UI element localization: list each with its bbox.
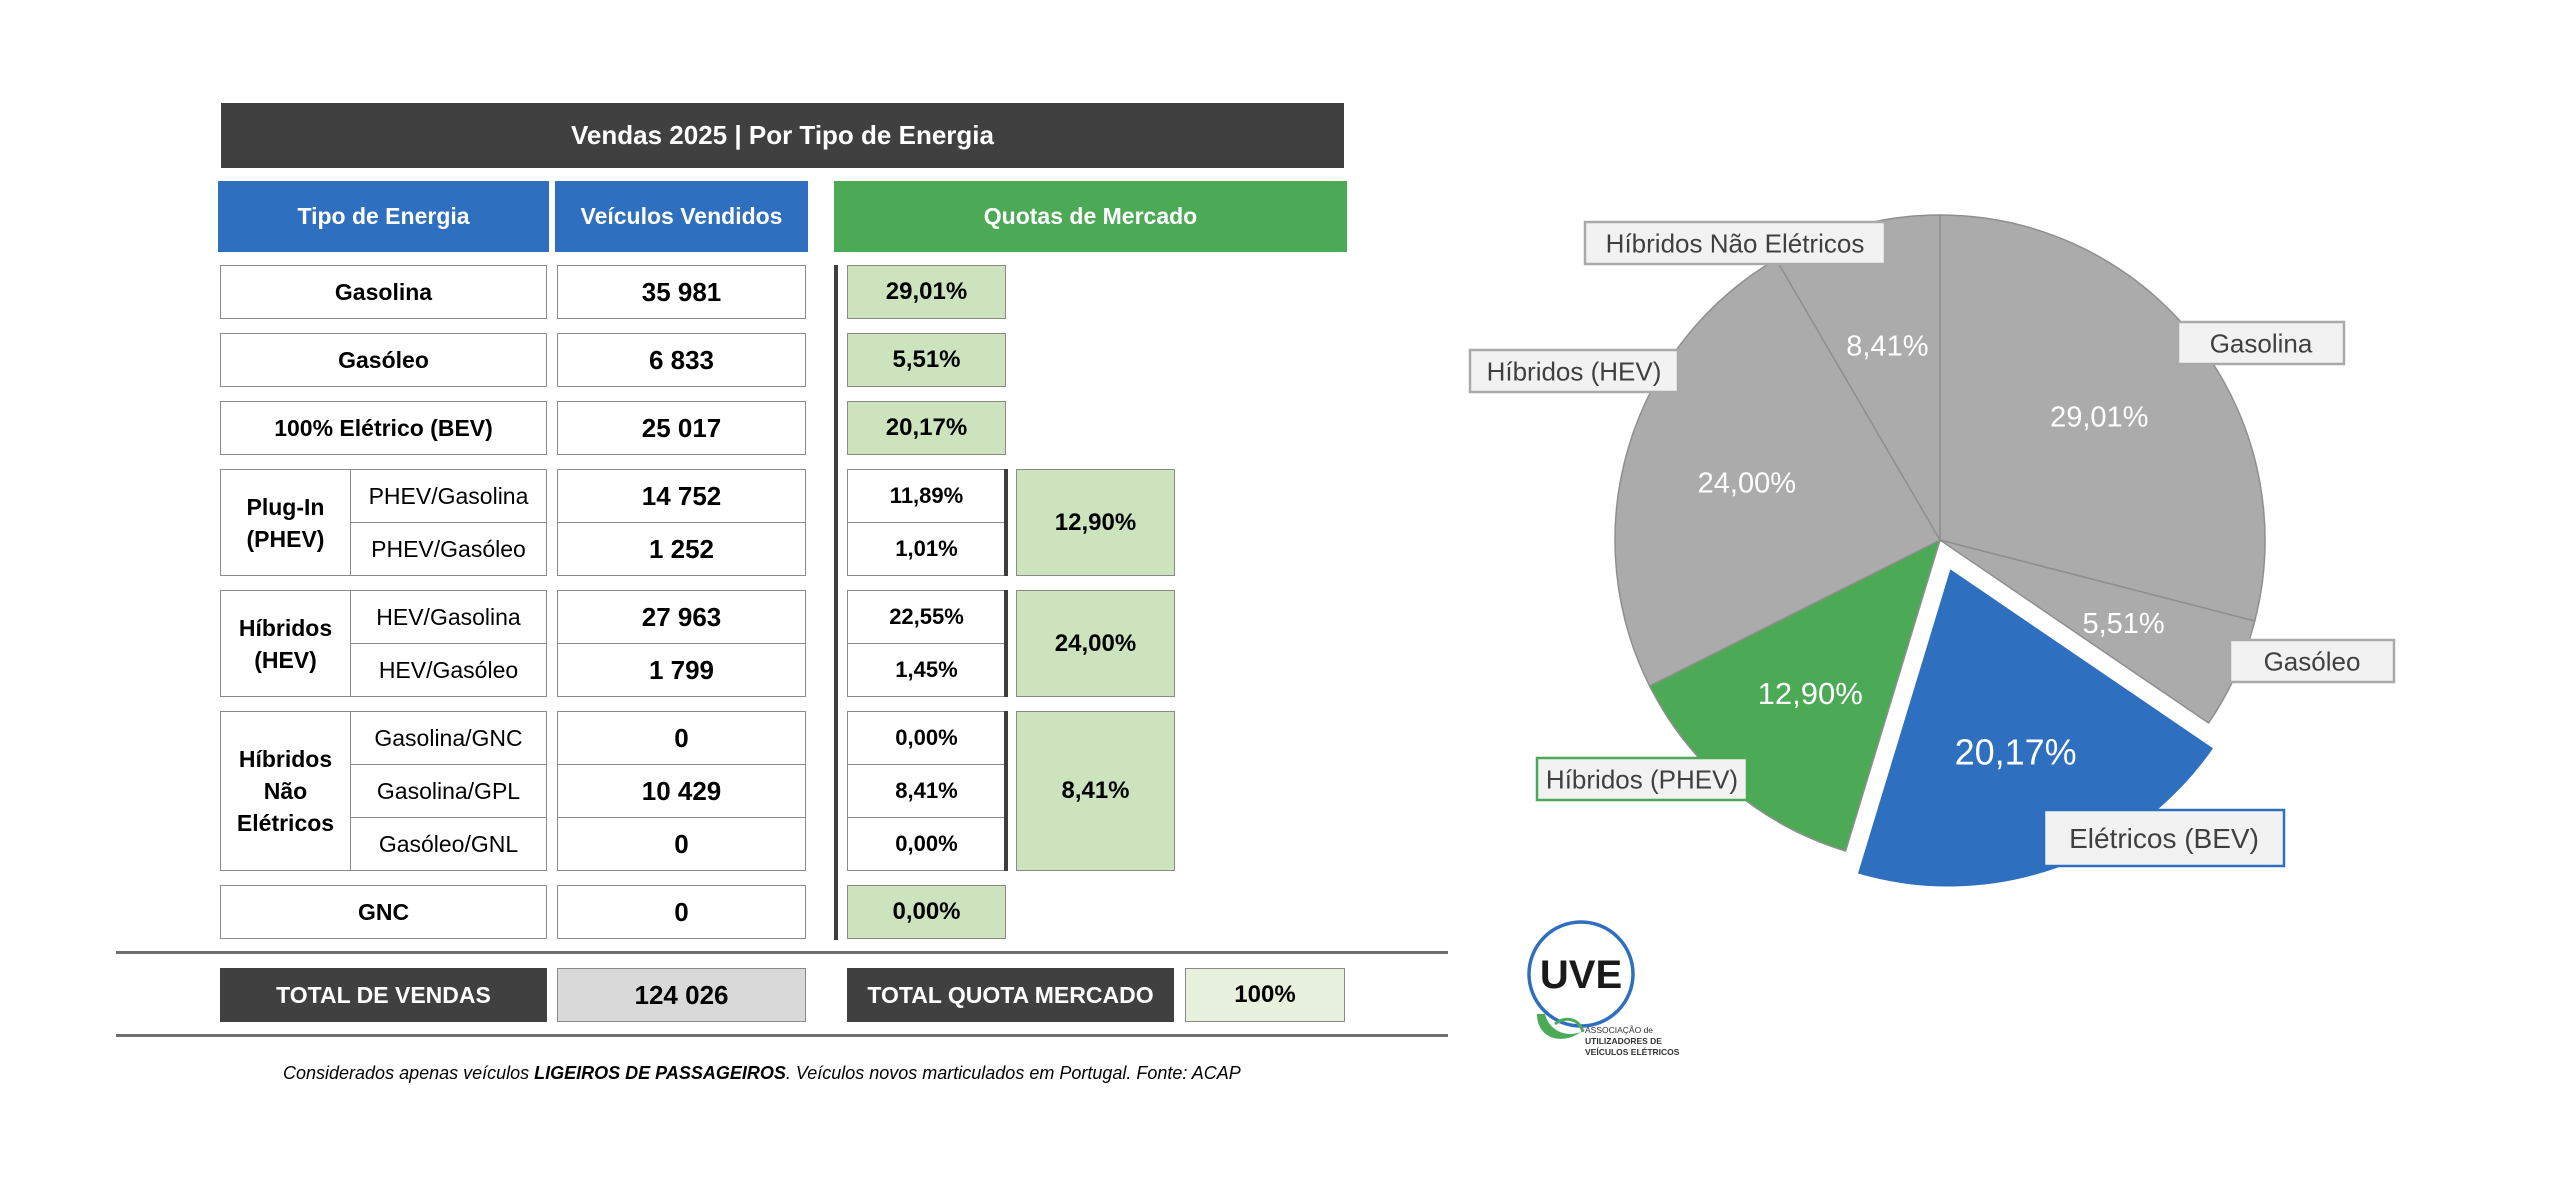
pie-category-box-4 — [1535, 756, 1749, 802]
sub-label-hev-gasoleo: HEV/Gasóleo — [350, 643, 547, 697]
row-label-bev: 100% Elétrico (BEV) — [220, 401, 547, 455]
pie-category-box-1 — [2176, 320, 2346, 366]
sub-share-phev-gasoleo: 1,01% — [847, 522, 1006, 576]
footnote-suffix: . Veículos novos marticulados em Portuga… — [785, 1063, 1241, 1083]
pie-value-label-6: 8,41% — [1846, 330, 1928, 362]
group-bracket-hne — [1004, 711, 1008, 871]
totals-top-rule — [116, 951, 1448, 954]
col-header-vendidos: Veículos Vendidos — [555, 181, 808, 252]
row-share-gasoleo: 5,51% — [847, 333, 1006, 387]
pie-value-label-5: 24,00% — [1698, 468, 1796, 500]
pie-category-box-2 — [2228, 638, 2396, 684]
totals-bottom-rule — [116, 1034, 1448, 1037]
total-sales-value: 124 026 — [557, 968, 806, 1022]
pie-category-label-5: Híbridos (HEV) — [1487, 356, 1662, 386]
pie-category-box-5 — [1468, 348, 1680, 394]
pie-slice-5 — [1614, 258, 1942, 687]
sub-value-hne-gasolina-gpl: 10 429 — [557, 764, 806, 818]
group-share-hev: 24,00% — [1016, 590, 1175, 697]
group-share-phev: 12,90% — [1016, 469, 1175, 576]
pie-chart: 29,01% 5,51% 20,17% 12,90% 24,00% 8,41% Gasoli… — [1420, 150, 2420, 930]
pie-category-label-4: Híbridos (PHEV) — [1546, 764, 1738, 794]
col-header-quotas: Quotas de Mercado — [834, 181, 1347, 252]
sub-share-hne-gasolina-gpl: 8,41% — [847, 764, 1006, 818]
row-share-gnc: 0,00% — [847, 885, 1006, 939]
row-value-gasoleo: 6 833 — [557, 333, 806, 387]
group-label-phev-line1: Plug-In — [246, 493, 325, 520]
row-share-gasolina: 29,01% — [847, 265, 1006, 319]
sub-value-phev-gasolina: 14 752 — [557, 469, 806, 523]
logo-line1: ASSOCIAÇÃO de — [1585, 1025, 1653, 1035]
group-label-hne-line1: Híbridos — [238, 746, 333, 772]
pie-slice-3 — [1850, 559, 2222, 893]
uve-logo: UVE ASSOCIAÇÃO de UTILIZADORES DE VEÍCUL… — [1525, 920, 1695, 1070]
sub-value-hev-gasoleo: 1 799 — [557, 643, 806, 697]
row-value-gnc: 0 — [557, 885, 806, 939]
pie-value-label-1: 29,01% — [2050, 402, 2148, 434]
pie-category-label-3: Elétricos (BEV) — [2069, 823, 2259, 854]
group-label-hev-line2: (HEV) — [254, 646, 317, 673]
share-column-divider — [834, 265, 838, 940]
sub-share-phev-gasolina: 11,89% — [847, 469, 1006, 523]
pie-category-label-1: Gasolina — [2210, 328, 2313, 358]
footnote: Considerados apenas veículos LIGEIROS DE… — [283, 1063, 1283, 1084]
total-share-label: TOTAL QUOTA MERCADO — [847, 968, 1174, 1022]
sub-share-hev-gasoleo: 1,45% — [847, 643, 1006, 697]
row-value-gasolina: 35 981 — [557, 265, 806, 319]
sub-share-hev-gasolina: 22,55% — [847, 590, 1006, 644]
pie-category-box-6 — [1583, 220, 1887, 266]
sub-label-hev-gasolina: HEV/Gasolina — [350, 590, 547, 644]
pie-category-label-6: Híbridos Não Elétricos — [1606, 228, 1865, 258]
pie-category-box-3 — [2042, 808, 2286, 868]
group-label-hne-line2: Não — [263, 778, 308, 804]
pie-category-label-2: Gasóleo — [2264, 646, 2361, 676]
sub-share-hne-gasolina-gnc: 0,00% — [847, 711, 1006, 765]
pie-chart-svg: 29,01% 5,51% 20,17% 12,90% 24,00% 8,41% Gasoli… — [1468, 214, 2396, 893]
group-bracket-phev — [1004, 469, 1008, 576]
group-share-hne: 8,41% — [1016, 711, 1175, 871]
uve-logo-mark: UVE ASSOCIAÇÃO de UTILIZADORES DE VEÍCUL… — [1527, 920, 1680, 1057]
group-label-phev-line2: (PHEV) — [246, 525, 325, 552]
row-value-bev: 25 017 — [557, 401, 806, 455]
group-label-hne: Híbridos Não Elétricos — [220, 711, 351, 871]
sub-label-phev-gasoleo: PHEV/Gasóleo — [350, 522, 547, 576]
total-share-value: 100% — [1185, 968, 1345, 1022]
row-share-bev: 20,17% — [847, 401, 1006, 455]
pie-value-label-3: 20,17% — [1955, 732, 2077, 773]
sub-value-hev-gasolina: 27 963 — [557, 590, 806, 644]
sub-value-hne-gasoleo-gnl: 0 — [557, 817, 806, 871]
sub-label-hne-gasoleo-gnl: Gasóleo/GNL — [350, 817, 547, 871]
total-sales-label: TOTAL DE VENDAS — [220, 968, 547, 1022]
logo-line2: UTILIZADORES DE — [1585, 1036, 1662, 1046]
row-label-gnc: GNC — [220, 885, 547, 939]
logo-line3: VEÍCULOS ELÉTRICOS — [1585, 1047, 1680, 1057]
pie-value-label-2: 5,51% — [2082, 608, 2164, 640]
group-bracket-hev — [1004, 590, 1008, 697]
group-label-hne-line3: Elétricos — [236, 810, 335, 836]
row-label-gasolina: Gasolina — [220, 265, 547, 319]
sub-label-hne-gasolina-gpl: Gasolina/GPL — [350, 764, 547, 818]
footnote-prefix: Considerados apenas veículos — [283, 1063, 535, 1083]
sub-value-phev-gasoleo: 1 252 — [557, 522, 806, 576]
sub-share-hne-gasoleo-gnl: 0,00% — [847, 817, 1006, 871]
col-header-tipo: Tipo de Energia — [218, 181, 549, 252]
sub-label-phev-gasolina: PHEV/Gasolina — [350, 469, 547, 523]
pie-value-label-4: 12,90% — [1758, 676, 1863, 711]
sub-label-hne-gasolina-gnc: Gasolina/GNC — [350, 711, 547, 765]
table-title: Vendas 2025 | Por Tipo de Energia — [221, 103, 1344, 168]
group-label-hev-line1: Híbridos — [238, 614, 333, 641]
sub-value-hne-gasolina-gnc: 0 — [557, 711, 806, 765]
row-label-gasoleo: Gasóleo — [220, 333, 547, 387]
footnote-bold: LIGEIROS DE PASSAGEIROS — [534, 1063, 786, 1083]
logo-mark-text: UVE — [1540, 953, 1622, 997]
group-label-hev: Híbridos (HEV) — [220, 590, 351, 697]
group-label-phev: Plug-In (PHEV) — [220, 469, 351, 576]
